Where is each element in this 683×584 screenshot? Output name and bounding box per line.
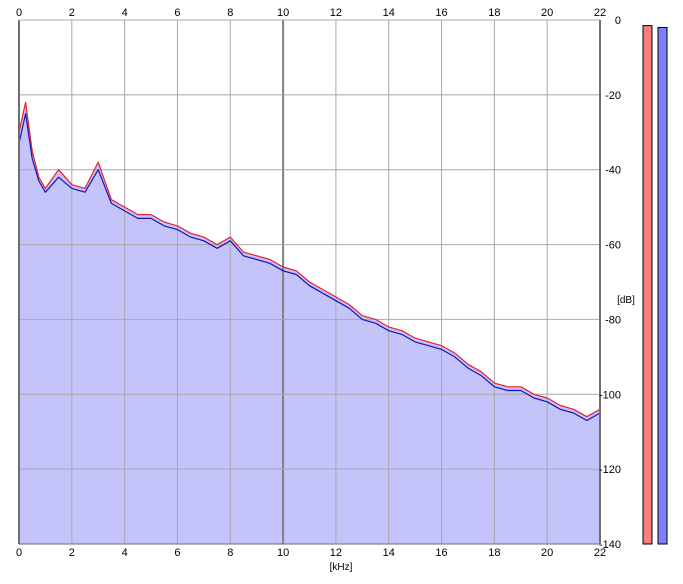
series-layer [18,101,601,422]
x-tick-label-top: 0 [16,7,22,19]
x-tick-label-top: 8 [227,7,233,19]
y-axis-label: [dB] [617,295,635,306]
x-tick-label-bottom: 6 [174,547,180,559]
plot-frame [18,19,601,545]
series-line-1 [18,112,601,422]
x-tick-label-bottom: 2 [69,547,75,559]
y-tick-label: 0 [615,15,621,27]
x-ticks-top: 0 2 4 6 8 10 12 14 16 18 20 22 [16,7,606,19]
x-tick-label-bottom: 8 [227,547,233,559]
x-axis-label: [kHz] [330,562,353,573]
x-tick-label-bottom: 18 [488,547,500,559]
x-tick-label-bottom: 22 [594,547,606,559]
x-tick-label-bottom: 14 [383,547,395,559]
y-tick-label: -140 [599,539,621,551]
x-tick-label-top: 20 [541,7,553,19]
x-tick-label-top: 14 [383,7,395,19]
y-ticks: 0 -20 -40 -60 -80 -100 -120 -140 [599,15,621,551]
series-line-0 [18,101,601,418]
spectrum-area [19,102,600,545]
level-meters [642,25,668,545]
spectrum-area-layer [19,102,600,545]
x-tick-label-top: 16 [435,7,447,19]
x-tick-label-top: 12 [330,7,342,19]
x-ticks-bottom: 0 2 4 6 8 10 12 14 16 18 20 22 [16,547,606,559]
x-tick-label-top: 10 [277,7,289,19]
x-tick-label-bottom: 4 [122,547,128,559]
y-tick-label: -20 [605,90,621,102]
level-meter-bar-1 [657,26,668,545]
x-tick-label-bottom: 0 [16,547,22,559]
x-tick-label-bottom: 12 [330,547,342,559]
x-tick-label-bottom: 16 [435,547,447,559]
y-tick-label: -60 [605,240,621,252]
x-tick-label-top: 18 [488,7,500,19]
x-tick-label-top: 2 [69,7,75,19]
x-tick-label-top: 22 [594,7,606,19]
x-tick-label-top: 4 [122,7,128,19]
level-meter-bar-0 [642,25,653,545]
x-tick-label-top: 6 [174,7,180,19]
y-tick-label: -80 [605,314,621,326]
y-tick-label: -40 [605,165,621,177]
x-tick-label-bottom: 10 [277,547,289,559]
y-tick-label: -120 [599,464,621,476]
x-tick-label-bottom: 20 [541,547,553,559]
y-tick-label: -100 [599,389,621,401]
grid-layer [19,20,600,544]
